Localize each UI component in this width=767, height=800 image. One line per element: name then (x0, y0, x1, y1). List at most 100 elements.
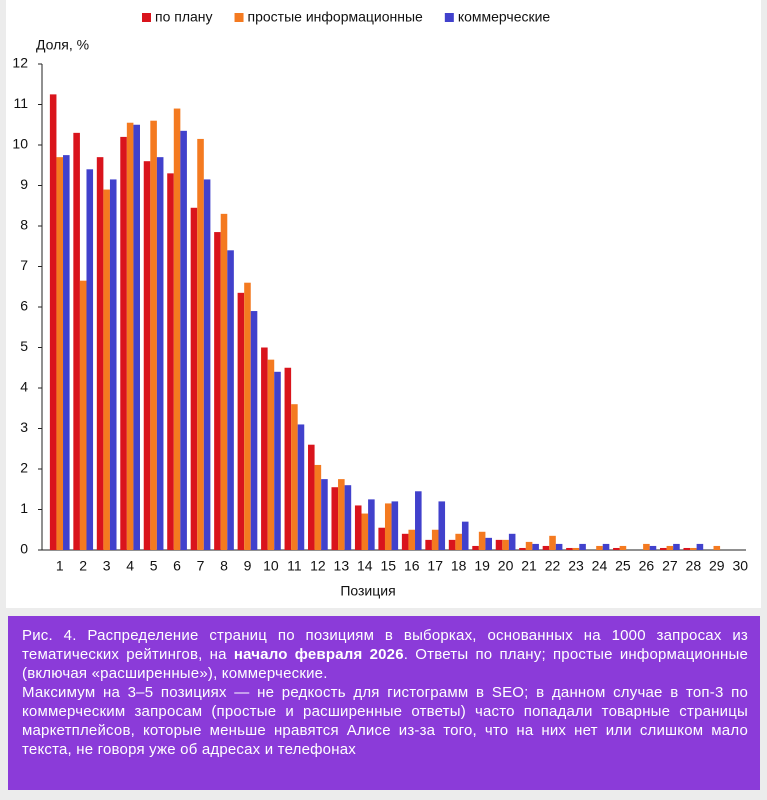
legend-swatch (444, 13, 454, 22)
x-tick-label: 10 (263, 558, 279, 574)
y-tick-label: 3 (20, 419, 28, 435)
x-tick-label: 16 (404, 558, 420, 574)
bar (408, 529, 416, 550)
x-tick-label: 28 (686, 558, 702, 574)
bar (472, 545, 479, 550)
bar (572, 547, 580, 550)
bar (361, 513, 369, 550)
bar (660, 547, 667, 550)
y-tick-label: 12 (12, 55, 28, 71)
caption-text: . Ответы по плану; простые информационны… (22, 646, 748, 682)
bar (613, 547, 620, 550)
bar (525, 541, 533, 550)
bar (143, 161, 151, 550)
x-tick-label: 17 (427, 558, 443, 574)
bar (314, 464, 322, 550)
bar (321, 479, 328, 550)
bar (602, 543, 610, 550)
y-tick-label: 2 (20, 460, 28, 476)
x-tick-label: 3 (103, 558, 111, 574)
bar (120, 136, 127, 550)
legend-swatch (234, 13, 244, 22)
bar (203, 179, 211, 551)
bar (649, 545, 657, 550)
x-tick-label: 9 (244, 558, 252, 574)
bar (502, 539, 509, 550)
bar (49, 94, 57, 550)
bar (344, 485, 352, 550)
bar (96, 157, 104, 550)
bar (173, 108, 181, 551)
bar (73, 132, 80, 550)
bar (478, 531, 486, 550)
bar (579, 543, 586, 550)
bar (643, 543, 650, 550)
bar (508, 533, 516, 550)
bar (56, 157, 64, 550)
bar (683, 547, 691, 550)
bar (368, 499, 375, 550)
x-tick-label: 21 (521, 558, 537, 574)
bar (415, 491, 422, 550)
y-axis-label: Доля, % (36, 37, 89, 53)
bar (250, 311, 258, 550)
bar (167, 173, 174, 550)
x-tick-label: 27 (662, 558, 678, 574)
y-tick-label: 0 (20, 541, 28, 557)
x-tick-label: 7 (197, 558, 205, 574)
bar (673, 543, 680, 550)
y-tick-label: 8 (20, 217, 28, 233)
bar (431, 529, 439, 550)
bar (308, 444, 315, 550)
bar (485, 537, 492, 550)
bar (713, 545, 721, 550)
bar (291, 404, 298, 550)
x-tick-label: 2 (79, 558, 87, 574)
y-tick-label: 4 (20, 379, 28, 395)
bar (267, 359, 275, 550)
caption: Рис. 4. Распределение страниц по позиция… (8, 616, 760, 790)
bar (261, 347, 268, 550)
bar (401, 533, 409, 550)
bar (391, 501, 399, 550)
x-tick-label: 1 (56, 558, 64, 574)
x-tick-label: 24 (592, 558, 608, 574)
y-tick-label: 5 (20, 338, 28, 354)
bar (133, 124, 140, 550)
bar (461, 521, 469, 550)
bar (109, 179, 117, 551)
x-tick-label: 19 (474, 558, 490, 574)
bar (331, 487, 339, 550)
bar (455, 533, 462, 550)
bar (79, 280, 87, 550)
bar (666, 545, 674, 550)
x-tick-label: 12 (310, 558, 326, 574)
caption-label: Рис. 4. (22, 627, 77, 644)
x-tick-label: 13 (334, 558, 350, 574)
y-tick-label: 11 (13, 95, 28, 111)
x-tick-label: 30 (732, 558, 748, 574)
bar (690, 547, 697, 550)
bar (227, 250, 234, 551)
x-tick-label: 6 (173, 558, 181, 574)
x-tick-label: 22 (545, 558, 561, 574)
bar (619, 545, 627, 550)
bar (150, 120, 157, 550)
x-tick-label: 15 (380, 558, 396, 574)
y-tick-label: 7 (20, 257, 28, 273)
bar (438, 501, 446, 550)
bar (696, 543, 704, 550)
y-tick-label: 10 (12, 136, 28, 152)
bar (566, 547, 573, 550)
bar (542, 545, 550, 550)
bar (220, 213, 228, 550)
bar (378, 527, 385, 550)
bar (237, 292, 245, 550)
bar (555, 543, 563, 550)
bar (197, 138, 204, 551)
x-tick-label: 26 (639, 558, 655, 574)
chart-panel: Доля, % Позиция 0 1 2 3 4 5 6 7 8 9 10 11 12 1 2 3 4 5 6 7 8… (6, 0, 761, 608)
x-tick-label: 4 (126, 558, 134, 574)
legend-label: коммерческие (458, 9, 551, 25)
